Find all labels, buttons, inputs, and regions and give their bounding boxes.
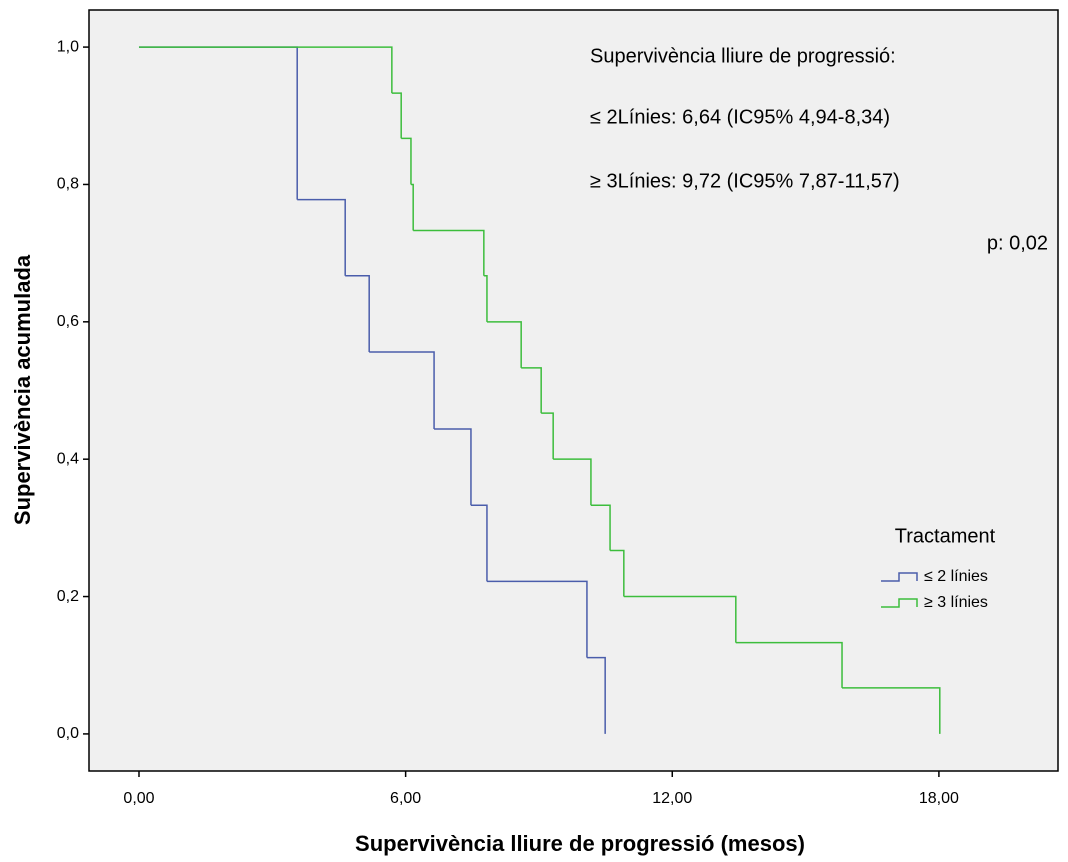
survival-step bbox=[434, 428, 472, 506]
survival-step bbox=[586, 656, 606, 734]
survival-step bbox=[553, 458, 592, 506]
survival-step bbox=[735, 641, 843, 688]
x-tick-label: 0,00 bbox=[123, 790, 154, 807]
y-tick-label: 0,4 bbox=[57, 450, 79, 467]
legend-label: ≤ 2 línies bbox=[924, 568, 988, 585]
survival-step bbox=[345, 275, 370, 353]
survival-step bbox=[623, 595, 737, 643]
annotation: ≥ 3Línies: 9,72 (IC95% 7,87-11,57) bbox=[590, 170, 900, 192]
x-axis-title: Supervivència lliure de progressió (meso… bbox=[355, 831, 805, 856]
legend-label: ≥ 3 línies bbox=[924, 594, 988, 611]
survival-step bbox=[590, 504, 611, 551]
y-tick-label: 0,0 bbox=[57, 725, 79, 742]
y-tick-label: 0,2 bbox=[57, 588, 79, 605]
survival-step bbox=[486, 321, 522, 368]
annotation: Supervivència lliure de progressió: bbox=[590, 45, 896, 67]
annotation: p: 0,02 bbox=[987, 232, 1048, 254]
annotation: ≤ 2Línies: 6,64 (IC95% 4,94-8,34) bbox=[590, 106, 890, 128]
survival-step bbox=[486, 580, 588, 658]
x-tick-label: 6,00 bbox=[390, 790, 421, 807]
survival-step bbox=[369, 351, 435, 429]
survival-step bbox=[610, 549, 625, 597]
survival-step bbox=[483, 275, 488, 322]
survival-step bbox=[541, 412, 554, 460]
legend-swatch bbox=[881, 572, 918, 582]
survival-step bbox=[470, 504, 488, 582]
survival-step bbox=[297, 198, 346, 276]
y-tick-label: 0,6 bbox=[57, 313, 79, 330]
survival-step bbox=[401, 137, 412, 185]
x-tick-label: 12,00 bbox=[652, 790, 692, 807]
plot-area bbox=[88, 9, 1059, 772]
y-tick-label: 0,8 bbox=[57, 176, 79, 193]
survival-step bbox=[391, 92, 402, 139]
y-axis-title: Supervivència acumulada bbox=[10, 254, 35, 525]
survival-step bbox=[138, 46, 393, 94]
x-tick-label: 18,00 bbox=[919, 790, 959, 807]
legend-swatch bbox=[881, 598, 918, 608]
survival-step bbox=[521, 367, 542, 414]
survival-step bbox=[842, 687, 941, 734]
survival-step bbox=[410, 183, 414, 231]
survival-step bbox=[413, 229, 485, 276]
legend-title: Tractament bbox=[895, 525, 996, 547]
y-tick-label: 1,0 bbox=[57, 38, 79, 55]
